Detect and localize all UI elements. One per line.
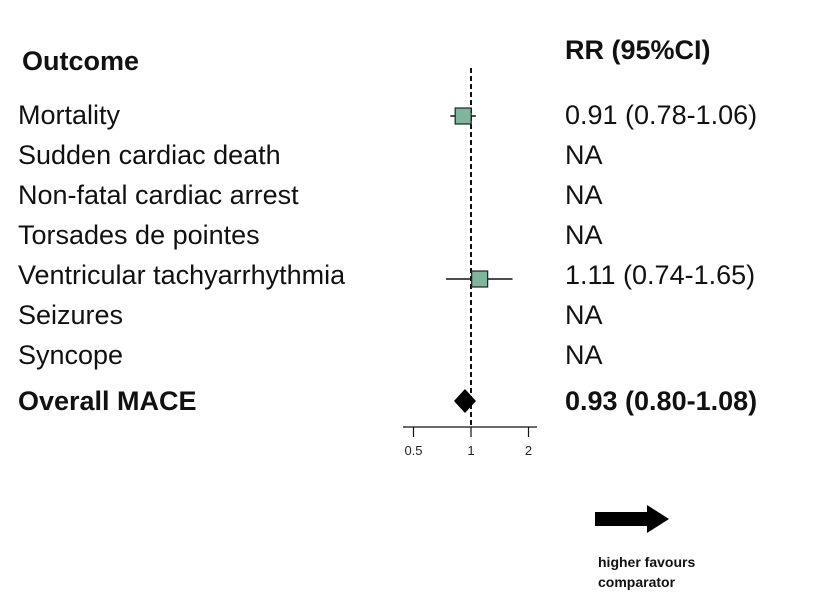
rr-value: NA	[565, 220, 603, 250]
outcome-label: Non-fatal cardiac arrest	[18, 180, 299, 210]
rr-value: 1.11 (0.74-1.65)	[565, 260, 756, 290]
outcome-label: Torsades de pointes	[18, 220, 260, 250]
right-arrow-icon	[595, 505, 669, 533]
annotation-line-2: comparator	[598, 574, 676, 590]
rr-value: NA	[565, 180, 603, 210]
outcome-label: Sudden cardiac death	[18, 140, 281, 170]
annotation-line-1: higher favours	[598, 554, 696, 570]
outcome-label: Syncope	[18, 340, 124, 370]
x-tick-label: 2	[525, 443, 532, 458]
rr-value: NA	[565, 340, 603, 370]
point-estimate	[454, 107, 472, 125]
point-estimate	[471, 270, 489, 288]
outcome-label: Ventricular tachyarrhythmia	[18, 260, 346, 290]
outcome-label: Mortality	[18, 100, 121, 130]
outcome-header: Outcome	[22, 46, 140, 76]
rr-value: NA	[565, 300, 603, 330]
pooled-diamond	[453, 389, 476, 413]
direction-annotation: higher favours comparator	[598, 552, 695, 592]
outcome-label: Seizures	[18, 300, 124, 330]
x-tick-label: 0.5	[404, 443, 422, 458]
rr-value: 0.91 (0.78-1.06)	[565, 100, 758, 130]
x-tick-label: 1	[467, 443, 474, 458]
rr-header: RR (95%CI)	[565, 35, 711, 65]
rr-value: 0.93 (0.80-1.08)	[565, 386, 758, 416]
rr-value: NA	[565, 140, 603, 170]
outcome-label: Overall MACE	[18, 386, 197, 416]
